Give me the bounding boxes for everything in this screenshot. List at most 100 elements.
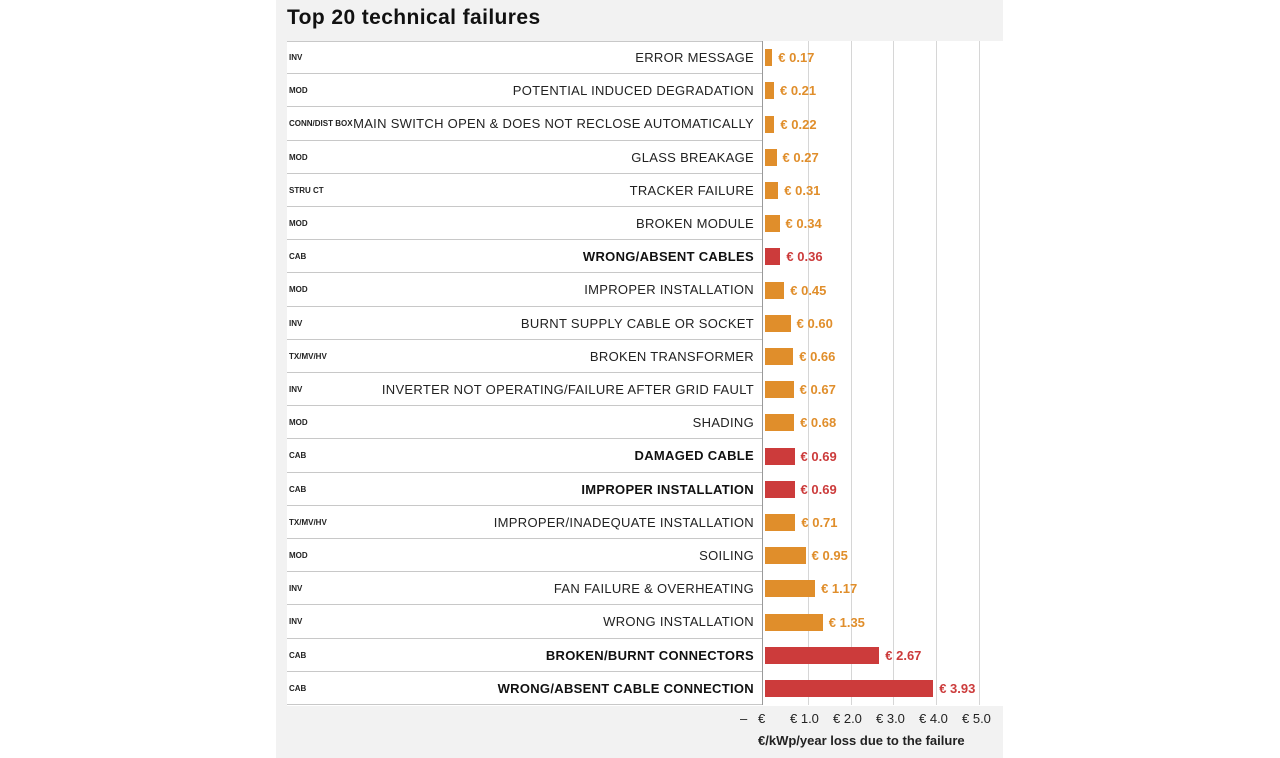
data-label: € 0.60: [796, 315, 833, 331]
failure-label: IMPROPER/INADEQUATE INSTALLATION: [493, 514, 754, 530]
failure-label: IMPROPER INSTALLATION: [581, 481, 754, 497]
failure-label: BROKEN MODULE: [635, 216, 754, 231]
gridline: [979, 41, 980, 705]
table-row: MOD POTENTIAL INDUCED DEGRADATION: [287, 74, 762, 108]
gridline: [807, 41, 809, 705]
category-label: MOD: [289, 285, 308, 295]
x-tick-label: –: [740, 711, 748, 726]
data-label: € 0.67: [799, 382, 836, 398]
table-row: CAB IMPROPER INSTALLATION: [287, 473, 762, 506]
bar: [765, 281, 785, 299]
category-label: TX/MV/HV: [289, 351, 327, 361]
bar: [765, 447, 795, 465]
failure-label: GLASS BREAKAGE: [631, 149, 754, 165]
table-row: INV FAN FAILURE & OVERHEATING: [287, 572, 762, 606]
x-tick-label: € 5.0: [962, 711, 991, 726]
table-row: TX/MV/HV IMPROPER/INADEQUATE INSTALLATION: [287, 506, 762, 539]
table-row: MOD BROKEN MODULE: [287, 207, 762, 241]
category-label: CAB: [289, 451, 307, 461]
table-row: TX/MV/HV BROKEN TRANSFORMER: [287, 340, 762, 373]
table-row: CAB DAMAGED CABLE: [287, 439, 762, 473]
data-label: € 1.17: [821, 581, 858, 597]
failure-label: ERROR MESSAGE: [635, 50, 754, 65]
failure-label: DAMAGED CABLE: [634, 448, 754, 464]
category-label: INV: [289, 53, 303, 62]
data-label: € 1.35: [828, 614, 865, 630]
category-label: STRU CT: [289, 185, 324, 195]
gridline: [850, 41, 852, 705]
data-label: € 0.21: [779, 83, 817, 99]
bar: [765, 248, 781, 266]
table-row: CAB WRONG/ABSENT CABLE CONNECTION: [287, 672, 762, 705]
bar: [765, 613, 823, 631]
failure-label: BROKEN/BURNT CONNECTORS: [545, 647, 754, 663]
table-row: CAB BROKEN/BURNT CONNECTORS: [287, 639, 762, 672]
category-label: MOD: [289, 152, 308, 162]
bar: [765, 49, 773, 67]
data-label: € 0.36: [786, 249, 823, 265]
bar: [765, 347, 794, 365]
data-label: € 0.27: [782, 149, 819, 165]
bar: [765, 646, 880, 664]
row-top-border: [287, 41, 762, 42]
data-label: € 0.95: [811, 548, 848, 564]
bar: [765, 547, 806, 565]
category-label: CAB: [289, 650, 307, 660]
table-row: INV BURNT SUPPLY CABLE OR SOCKET: [287, 307, 762, 340]
failure-label: WRONG/ABSENT CABLES: [582, 249, 754, 265]
failure-label: FAN FAILURE & OVERHEATING: [553, 581, 754, 597]
category-label: INV: [289, 584, 303, 594]
data-label: € 0.69: [800, 481, 837, 497]
failure-label: IMPROPER INSTALLATION: [584, 282, 754, 298]
data-label: € 0.31: [784, 182, 821, 198]
data-label: € 0.22: [780, 116, 817, 132]
data-label: € 0.66: [799, 348, 836, 364]
data-label: € 0.34: [785, 216, 822, 232]
x-tick-label: € 2.0: [833, 711, 862, 726]
category-label: INV: [289, 385, 303, 394]
failure-label: SHADING: [692, 415, 754, 431]
x-tick-label: €: [758, 711, 766, 726]
table-row: MOD IMPROPER INSTALLATION: [287, 273, 762, 307]
table-row: CAB WRONG/ABSENT CABLES: [287, 240, 762, 274]
bar: [765, 679, 934, 697]
category-label: INV: [289, 318, 303, 328]
bar: [765, 414, 795, 432]
category-label: MOD: [289, 551, 308, 560]
gridline: [936, 41, 938, 705]
bar: [765, 148, 777, 166]
table-row: INV INVERTER NOT OPERATING/FAILURE AFTER …: [287, 373, 762, 407]
category-label: CAB: [289, 683, 307, 693]
bar: [765, 181, 779, 199]
data-label: € 2.67: [885, 647, 922, 663]
data-label: € 0.69: [800, 448, 837, 464]
category-label: CAB: [289, 252, 307, 262]
data-label: € 0.71: [801, 514, 838, 530]
table-row: INV WRONG INSTALLATION: [287, 605, 762, 639]
failure-label: MAIN SWITCH OPEN & DOES NOT RECLOSE AUTO…: [353, 116, 754, 132]
category-label: MOD: [289, 86, 308, 96]
table-row: INV ERROR MESSAGE: [287, 41, 762, 75]
axis-baseline: [762, 41, 763, 705]
failure-label: INVERTER NOT OPERATING/FAILURE AFTER GRI…: [381, 382, 754, 397]
data-label: € 0.17: [778, 50, 815, 66]
table-row: STRU CT TRACKER FAILURE: [287, 174, 762, 207]
data-label: € 3.93: [939, 680, 976, 696]
bar: [765, 480, 795, 498]
plot-area: [287, 41, 1003, 706]
category-label: MOD: [289, 219, 308, 228]
failure-label: WRONG/ABSENT CABLE CONNECTION: [497, 680, 754, 696]
category-label: CONN/DIST BOX: [289, 119, 353, 129]
bar: [765, 215, 780, 233]
gridline: [893, 41, 895, 705]
failure-label: BROKEN TRANSFORMER: [589, 348, 754, 364]
bar: [765, 314, 791, 332]
failure-label: TRACKER FAILURE: [629, 182, 754, 198]
failure-label: SOILING: [699, 548, 754, 563]
failure-label: BURNT SUPPLY CABLE OR SOCKET: [520, 315, 754, 331]
table-row: MOD GLASS BREAKAGE: [287, 141, 762, 174]
failure-label: POTENTIAL INDUCED DEGRADATION: [512, 83, 754, 99]
category-label: MOD: [289, 418, 308, 428]
table-row: MOD SOILING: [287, 539, 762, 573]
data-label: € 0.45: [790, 282, 827, 298]
